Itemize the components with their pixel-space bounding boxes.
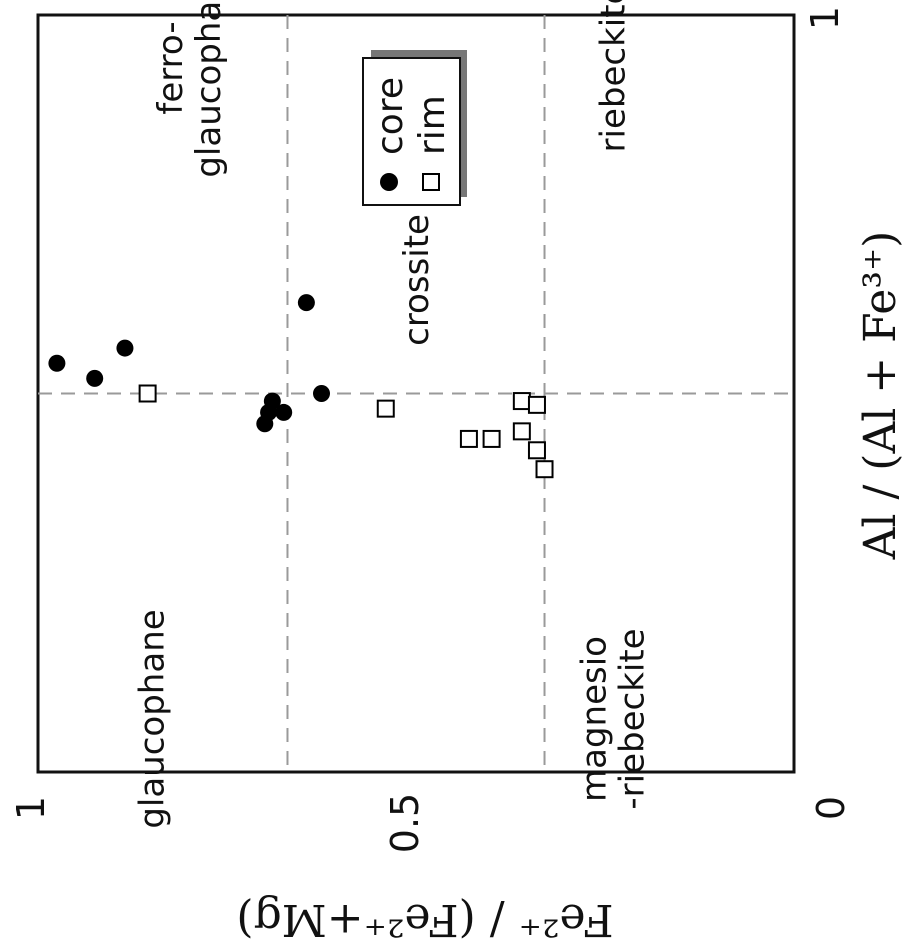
rim-point (527, 395, 546, 414)
region-label-line: ferro- (151, 21, 191, 114)
rim-point (482, 429, 501, 448)
axis-ticks: 1 0.5 0 1 (9, 6, 853, 853)
x-tick-label-0: 1 (9, 796, 53, 820)
y-axis-label: Al / (Al + Fe³⁺) (855, 231, 906, 561)
legend: core rim (362, 50, 467, 206)
rim-point (512, 392, 531, 411)
core-point (48, 354, 66, 372)
region-label-1: magnesio-riebeckite (575, 628, 653, 809)
region-label-line: glaucophane (132, 609, 172, 828)
legend-box (362, 57, 461, 206)
core-point (116, 339, 134, 357)
core-point (313, 385, 330, 402)
rim-point (535, 460, 554, 479)
region-label-line: -riebeckite (613, 628, 653, 809)
legend-rim-marker (422, 173, 440, 191)
core-point (275, 403, 293, 421)
legend-label-rim: rim (412, 95, 453, 155)
rim-point (138, 384, 157, 403)
core-point (86, 369, 104, 387)
rim-point (459, 429, 478, 448)
region-label-0: riebeckite (594, 0, 634, 152)
region-label-4: glaucophane (132, 609, 172, 828)
region-label-2: crossite (397, 214, 437, 346)
y-tick-label-0: 1 (803, 6, 847, 30)
legend-core-marker (380, 173, 398, 191)
region-label-line: glaucophane (189, 0, 229, 178)
rim-point (512, 422, 531, 441)
x-tick-label-2: 0 (809, 796, 853, 820)
region-label-line: crossite (397, 214, 437, 346)
region-labels: riebeckite magnesio-riebeckite crossite fer… (132, 0, 652, 829)
core-point (297, 294, 315, 312)
region-label-line: magnesio (575, 636, 615, 802)
guide-lines (38, 15, 794, 772)
x-tick-label-1: 0.5 (383, 793, 427, 853)
rim-point (527, 441, 546, 460)
region-label-line: riebeckite (594, 0, 634, 152)
legend-label-core: core (370, 77, 411, 155)
x-axis-label: Fe²⁺ / (Fe²⁺+Mg) (236, 894, 613, 945)
rim-point (376, 399, 395, 418)
region-label-3: ferro-glaucophane (151, 0, 229, 178)
data-points (48, 294, 554, 479)
core-point (256, 415, 274, 433)
